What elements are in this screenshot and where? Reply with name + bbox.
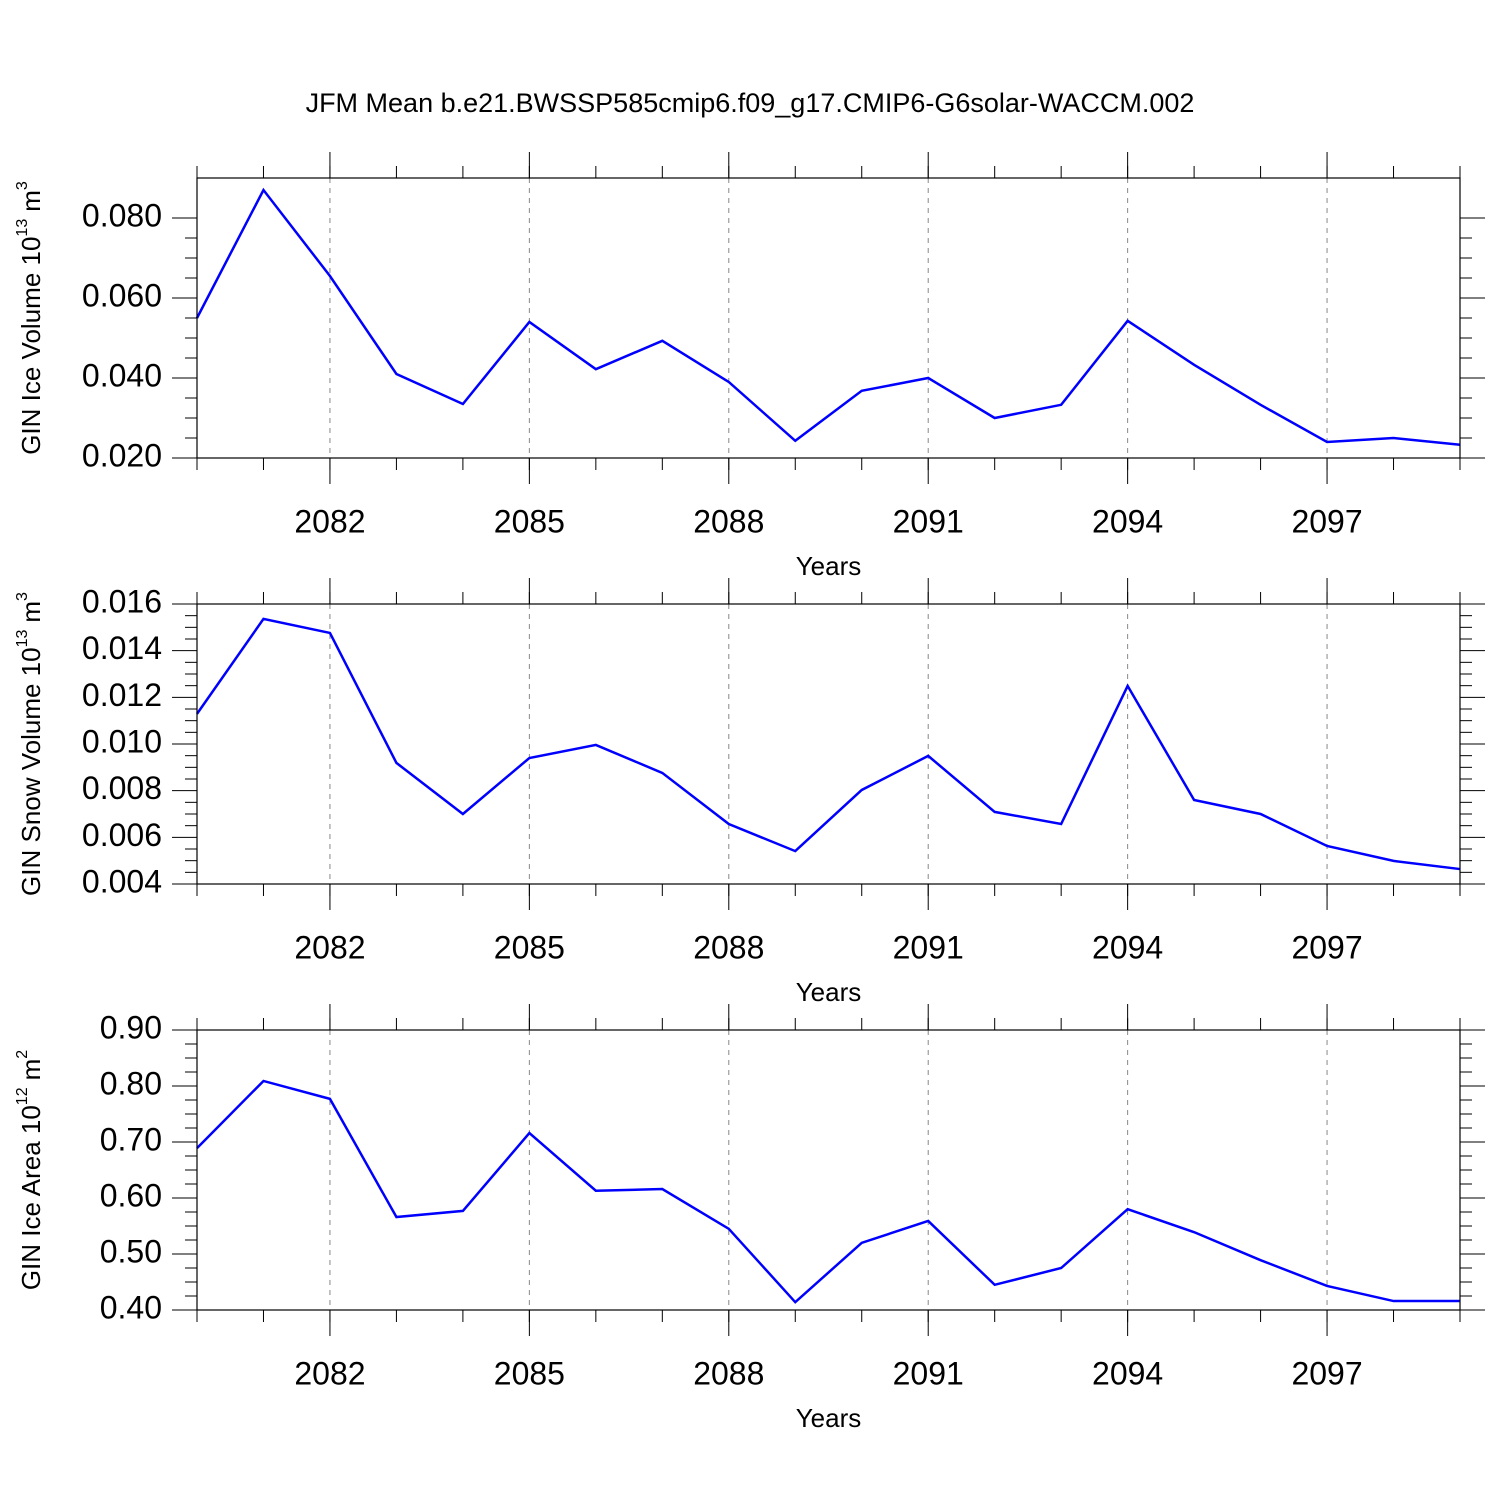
- plot-frame: [196, 177, 1461, 459]
- x-tick-label: 2097: [1291, 503, 1362, 539]
- y-tick-label: 0.80: [100, 1065, 162, 1101]
- y-axis-label: GIN Snow Volume 1013 m3: [14, 592, 46, 896]
- y-tick-label: 0.016: [82, 583, 162, 619]
- x-tick-label: 2097: [1291, 1355, 1362, 1391]
- y-tick-label: 0.020: [82, 437, 162, 473]
- y-axis-label-unit-power: 3: [14, 181, 31, 190]
- data-line: [196, 1079, 1460, 1304]
- y-axis-label: GIN Ice Volume 1013 m3: [14, 181, 46, 455]
- y-tick-label: 0.014: [82, 630, 162, 666]
- y-axis-label-power: 12: [14, 1087, 31, 1105]
- x-axis-label: Years: [796, 551, 862, 581]
- y-tick-label: 0.060: [82, 277, 162, 313]
- y-tick-label: 0.70: [100, 1121, 162, 1157]
- x-tick-label: 2091: [893, 929, 964, 965]
- y-axis-label-text: GIN Ice Volume 10: [16, 237, 46, 455]
- y-axis-label-text: GIN Ice Area 10: [16, 1105, 46, 1290]
- x-axis-label: Years: [796, 977, 862, 1007]
- x-tick-label: 2088: [693, 503, 764, 539]
- y-tick-label: 0.40: [100, 1289, 162, 1325]
- x-tick-label: 2088: [693, 1355, 764, 1391]
- y-tick-label: 0.008: [82, 770, 162, 806]
- y-tick-label: 0.040: [82, 357, 162, 393]
- x-axis-label: Years: [796, 1403, 862, 1433]
- y-axis-label-unit: m: [16, 601, 46, 623]
- x-tick-label: 2091: [893, 1355, 964, 1391]
- y-tick-label: 0.080: [82, 197, 162, 233]
- y-axis-label-power: 13: [14, 630, 31, 648]
- data-line: [195, 617, 1461, 871]
- y-axis-label-power: 13: [14, 219, 31, 237]
- y-axis-label-unit: m: [16, 190, 46, 212]
- y-axis-label-text: GIN Snow Volume 10: [16, 647, 46, 896]
- y-tick-label: 0.004: [82, 863, 162, 899]
- x-tick-label: 2091: [893, 503, 964, 539]
- x-tick-label: 2082: [294, 929, 365, 965]
- y-tick-label: 0.50: [100, 1233, 162, 1269]
- y-tick-label: 0.60: [100, 1177, 162, 1213]
- plot-frame: [196, 603, 1461, 885]
- y-tick-label: 0.010: [82, 723, 162, 759]
- y-axis-label: GIN Ice Area 1012 m2: [14, 1050, 46, 1290]
- x-tick-label: 2085: [494, 503, 565, 539]
- x-tick-label: 2085: [494, 1355, 565, 1391]
- x-tick-label: 2097: [1291, 929, 1362, 965]
- x-tick-label: 2094: [1092, 503, 1163, 539]
- x-tick-label: 2094: [1092, 1355, 1163, 1391]
- y-tick-label: 0.006: [82, 817, 162, 853]
- x-tick-label: 2082: [294, 503, 365, 539]
- y-axis-label-unit-power: 3: [14, 592, 31, 601]
- y-axis-label-unit-power: 2: [14, 1050, 31, 1059]
- chart-title: JFM Mean b.e21.BWSSP585cmip6.f09_g17.CMI…: [306, 88, 1195, 118]
- x-tick-label: 2085: [494, 929, 565, 965]
- x-tick-label: 2094: [1092, 929, 1163, 965]
- data-line: [195, 187, 1461, 447]
- x-tick-label: 2088: [693, 929, 764, 965]
- plot-frame: [196, 1029, 1461, 1311]
- y-tick-label: 0.90: [100, 1009, 162, 1045]
- y-tick-label: 0.012: [82, 677, 162, 713]
- y-axis-label-unit: m: [16, 1059, 46, 1081]
- x-tick-label: 2082: [294, 1355, 365, 1391]
